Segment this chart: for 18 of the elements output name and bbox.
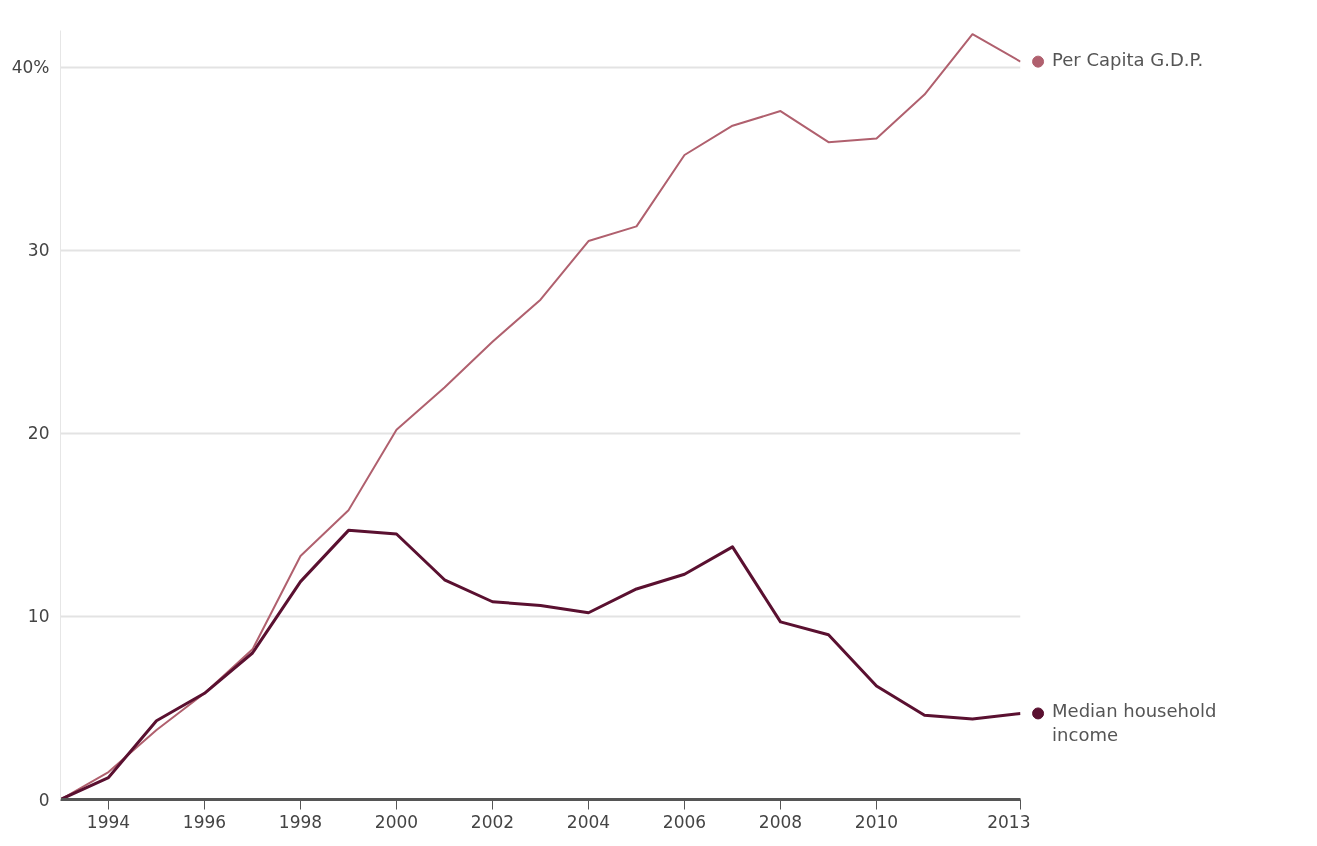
x-tick-label: 2000 [374, 811, 419, 832]
x-tick-label: 2004 [566, 811, 611, 832]
y-tick-label: 30 [27, 240, 50, 261]
y-tick-label: 40% [11, 57, 50, 78]
legend-label: Median household income [1052, 700, 1217, 746]
x-tick-label: 2013 [987, 811, 1031, 832]
x-tick-label: 2010 [854, 811, 899, 832]
y-tick-label: 0 [38, 789, 50, 810]
x-tick-label: 1994 [86, 811, 131, 832]
y-tick-label: 20 [27, 423, 50, 444]
x-tick-label: 1998 [278, 811, 323, 832]
x-tick-label: 2002 [470, 811, 515, 832]
y-tick-label: 10 [27, 606, 50, 627]
x-tick-label: 1996 [182, 811, 227, 832]
legend-label: Per Capita G.D.P. [1052, 48, 1204, 70]
x-tick-label: 2008 [758, 811, 803, 832]
line-series [60, 528, 1021, 800]
x-tick-label: 2006 [662, 811, 707, 832]
